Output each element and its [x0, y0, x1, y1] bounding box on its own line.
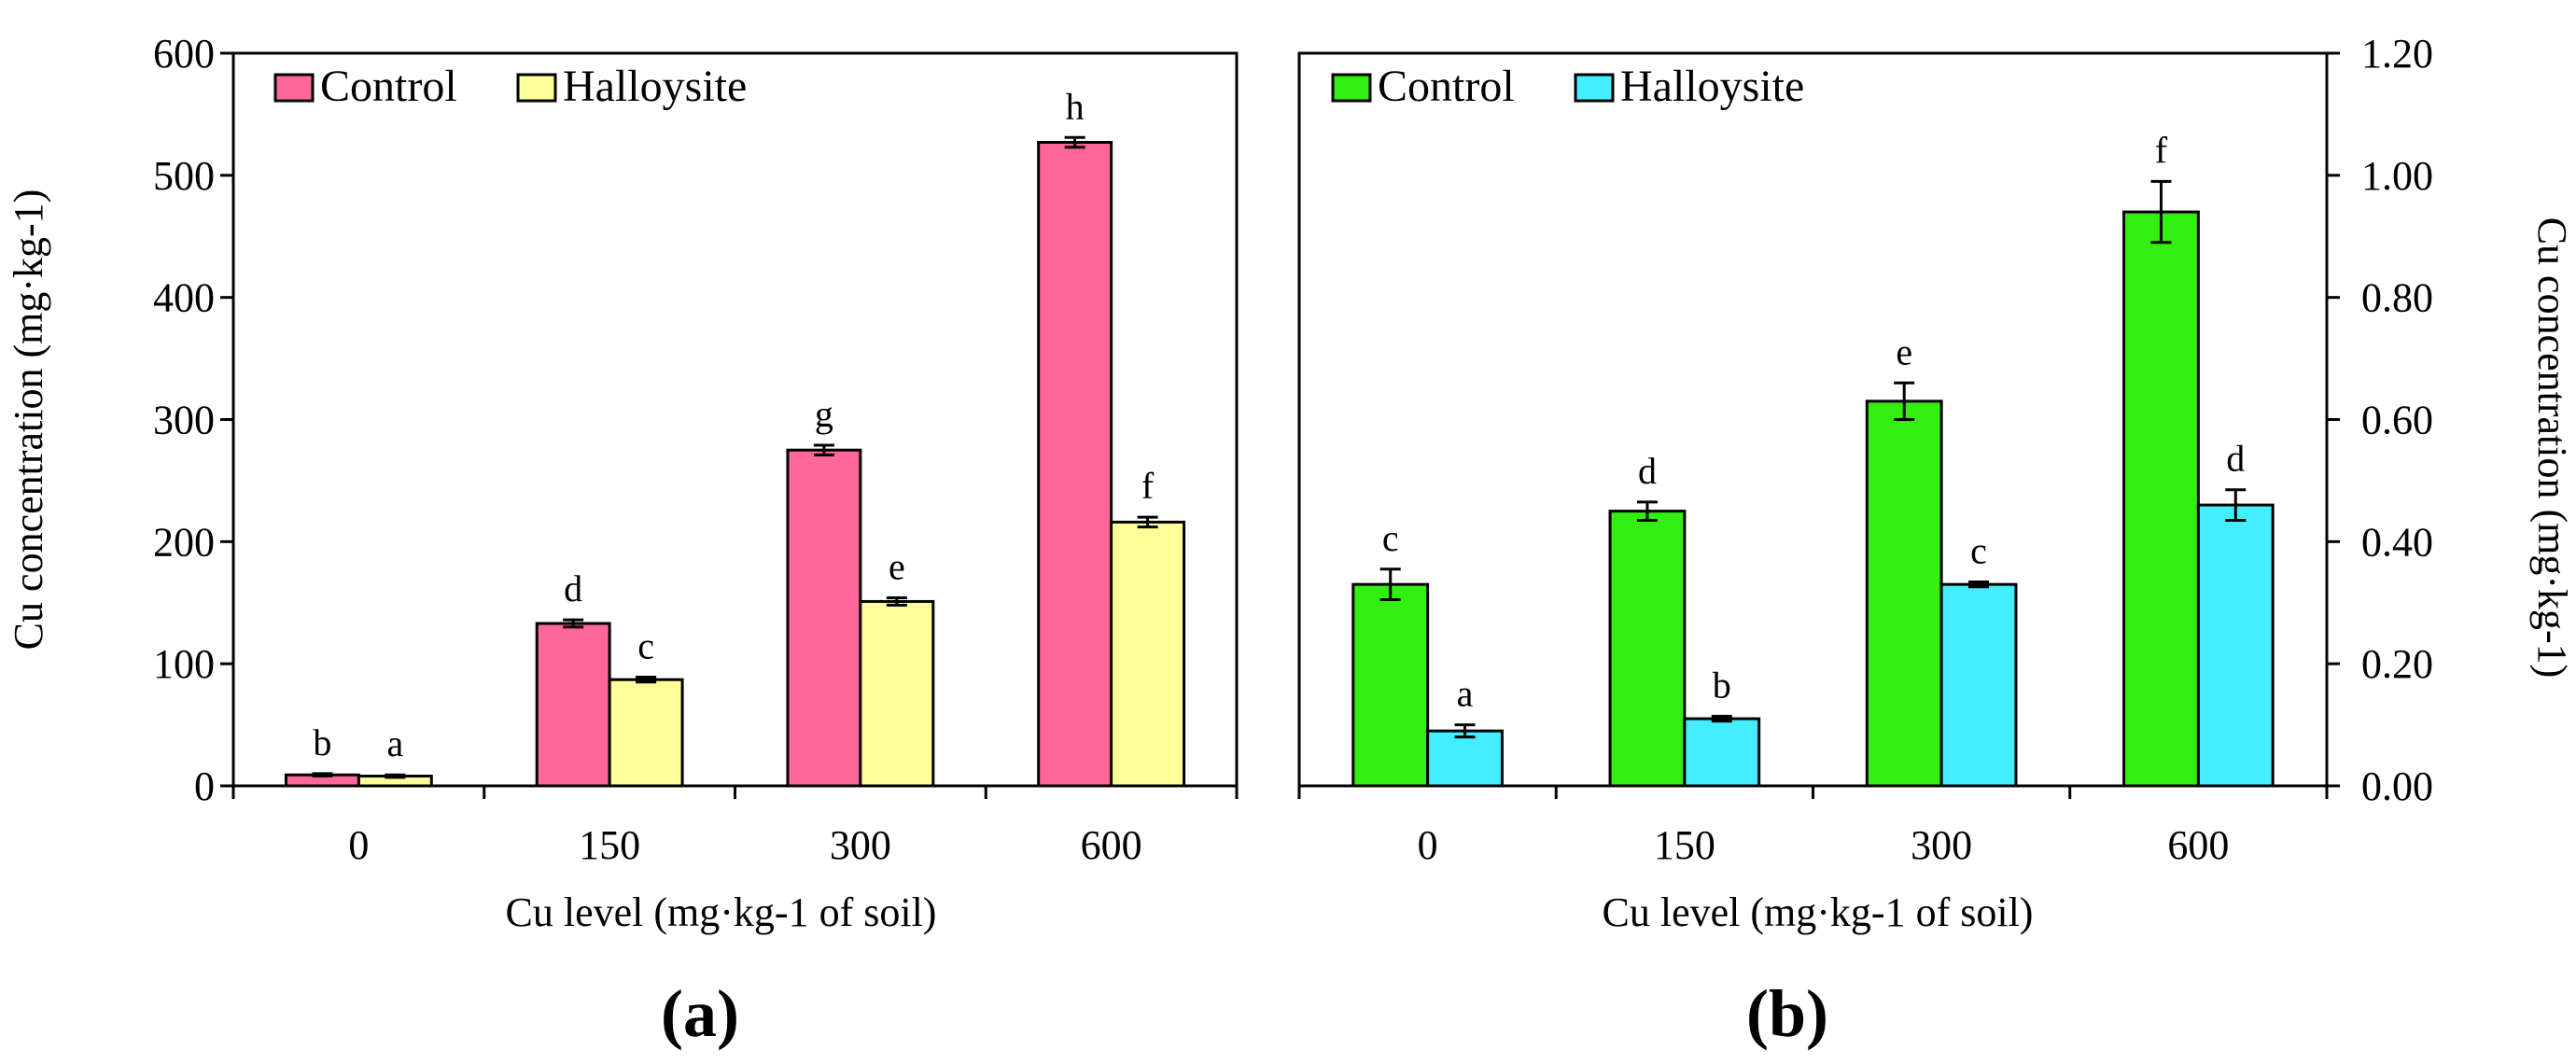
significance-letter: g	[815, 393, 833, 435]
significance-letter: b	[1713, 664, 1731, 706]
bar-halloysite-300	[1939, 582, 2018, 788]
bar-control-300	[1865, 399, 1943, 788]
significance-letter: a	[386, 722, 403, 764]
y-tick-label: 1.20	[2361, 31, 2433, 77]
bar-control-150	[535, 622, 611, 788]
bar-control-150	[1608, 510, 1687, 788]
legend-label-control: Control	[320, 62, 457, 111]
significance-letter: d	[2226, 438, 2245, 480]
significance-letter: c	[1382, 517, 1399, 559]
x-category-label: 150	[579, 822, 640, 868]
y-tick-label: 1.00	[2361, 153, 2433, 199]
panel-label: (b)	[1746, 976, 1828, 1051]
x-category-label: 150	[1654, 822, 1715, 868]
legend-swatch-control	[273, 73, 315, 103]
significance-letter: h	[1066, 85, 1085, 127]
y-tick-label: 500	[153, 153, 215, 199]
significance-letter: a	[1457, 673, 1474, 715]
bar-halloysite-0	[1426, 729, 1504, 788]
y-tick-label: 200	[153, 519, 215, 565]
y-axis-title: Cu concentration (mg·kg-1)	[6, 189, 51, 651]
bar-halloysite-300	[859, 599, 935, 788]
y-tick-label: 0.20	[2361, 641, 2433, 687]
x-axis-title: Cu level (mg·kg-1 of soil)	[1603, 889, 2034, 935]
significance-letter: d	[1638, 450, 1657, 492]
x-category-label: 0	[1418, 822, 1438, 868]
bar-halloysite-600	[1110, 520, 1186, 788]
bar-control-600	[1037, 141, 1113, 788]
bar-halloysite-150	[608, 678, 684, 788]
legend-label-halloysite: Halloysite	[563, 62, 747, 111]
y-tick-label: 0.60	[2361, 398, 2433, 443]
x-category-label: 300	[830, 822, 891, 868]
significance-letter: e	[889, 546, 905, 588]
x-category-label: 0	[348, 822, 369, 868]
panel-a-chart: 0 100 200 300 400 500 600 b d g h a c e f 0 150 300 600 Cu …	[6, 31, 1239, 1051]
x-axis-title: Cu level (mg·kg-1 of soil)	[506, 889, 937, 935]
x-category-label: 600	[1081, 822, 1142, 868]
x-category-label: 600	[2167, 822, 2229, 868]
bar-control-0	[1351, 582, 1430, 788]
legend-swatch-control	[1331, 73, 1372, 103]
legend-label-control: Control	[1378, 62, 1515, 111]
bar-halloysite-150	[1683, 717, 1761, 788]
significance-letter: f	[1141, 465, 1155, 507]
bar-halloysite-600	[2196, 503, 2275, 788]
x-category-label: 300	[1911, 822, 1972, 868]
significance-letter: c	[1970, 530, 1987, 572]
significance-letter: d	[564, 567, 582, 609]
y-tick-label: 300	[153, 398, 215, 443]
bar-control-600	[2122, 210, 2200, 788]
bar-control-300	[786, 448, 862, 788]
y-tick-label: 0.00	[2361, 763, 2433, 809]
significance-letter: e	[1896, 330, 1912, 372]
y-tick-label: 0	[194, 763, 215, 809]
y-tick-label: 0.80	[2361, 275, 2433, 321]
legend-label-halloysite: Halloysite	[1620, 62, 1804, 111]
legend-swatch-halloysite	[1574, 73, 1615, 103]
significance-letter: f	[2155, 129, 2168, 171]
significance-letter: b	[313, 721, 331, 763]
y-tick-label: 100	[153, 641, 215, 687]
significance-letter: c	[637, 625, 654, 667]
y-tick-label: 0.40	[2361, 519, 2433, 565]
y-axis-title: Cu concentration (mg·kg-1)	[2529, 217, 2575, 679]
legend-swatch-halloysite	[516, 73, 557, 103]
panel-label: (a)	[661, 976, 739, 1051]
y-tick-label: 600	[153, 31, 215, 77]
y-tick-label: 400	[153, 275, 215, 321]
panel-b-chart: 0.00 0.20 0.40 0.60 0.80 1.00 1.20 c d e f a b c d 0 150…	[1297, 31, 2575, 1051]
